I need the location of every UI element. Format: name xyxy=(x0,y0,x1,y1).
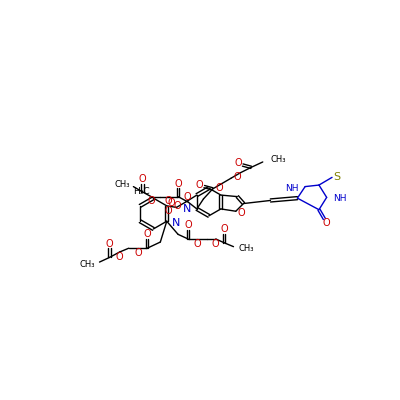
Text: O: O xyxy=(134,248,142,258)
Text: O: O xyxy=(174,201,181,211)
Text: O: O xyxy=(139,174,146,184)
Text: O: O xyxy=(194,238,201,248)
Text: O: O xyxy=(168,198,175,208)
Text: O: O xyxy=(165,196,173,206)
Text: CH₃: CH₃ xyxy=(79,260,95,269)
Text: O: O xyxy=(144,229,151,239)
Text: O: O xyxy=(234,158,242,168)
Text: O: O xyxy=(212,238,220,248)
Text: O: O xyxy=(174,178,182,188)
Text: O: O xyxy=(323,218,330,228)
Text: N: N xyxy=(172,218,180,228)
Text: N: N xyxy=(183,204,192,214)
Text: O: O xyxy=(234,172,241,182)
Text: S: S xyxy=(333,172,340,182)
Text: NH: NH xyxy=(285,184,298,193)
Text: O: O xyxy=(116,252,123,262)
Text: CH₃: CH₃ xyxy=(270,155,286,164)
Text: O: O xyxy=(184,192,192,202)
Text: CH₃: CH₃ xyxy=(114,180,130,189)
Text: CH₃: CH₃ xyxy=(238,244,254,254)
Text: O: O xyxy=(215,183,223,193)
Text: O: O xyxy=(184,220,192,230)
Text: O: O xyxy=(220,224,228,234)
Text: O: O xyxy=(147,196,155,206)
Text: H₃C: H₃C xyxy=(133,188,150,196)
Text: O: O xyxy=(237,208,245,218)
Text: O: O xyxy=(106,238,113,248)
Text: O: O xyxy=(196,180,204,190)
Text: O: O xyxy=(164,206,172,216)
Text: NH: NH xyxy=(334,194,347,204)
